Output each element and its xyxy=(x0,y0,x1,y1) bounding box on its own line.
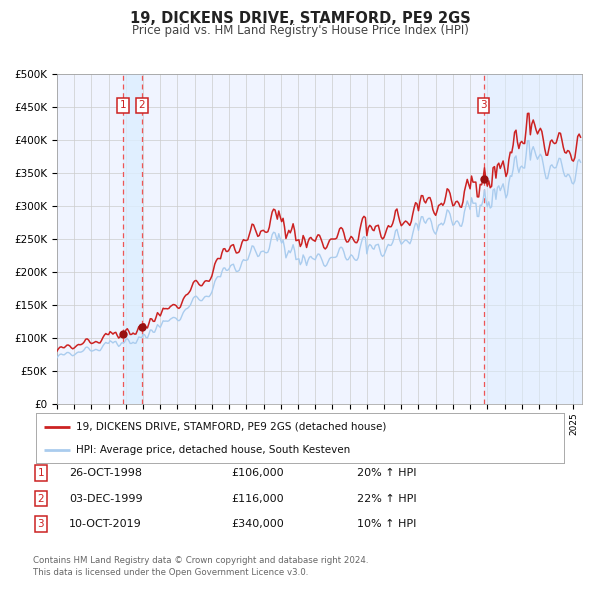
Text: HPI: Average price, detached house, South Kesteven: HPI: Average price, detached house, Sout… xyxy=(76,445,350,455)
Text: £340,000: £340,000 xyxy=(231,519,284,529)
Text: 20% ↑ HPI: 20% ↑ HPI xyxy=(357,468,416,478)
Text: 1: 1 xyxy=(119,100,126,110)
Text: 3: 3 xyxy=(37,519,44,529)
Text: £116,000: £116,000 xyxy=(231,494,284,503)
Text: 2: 2 xyxy=(37,494,44,503)
Text: £106,000: £106,000 xyxy=(231,468,284,478)
Text: 03-DEC-1999: 03-DEC-1999 xyxy=(69,494,143,503)
Bar xyxy=(484,74,582,404)
Text: This data is licensed under the Open Government Licence v3.0.: This data is licensed under the Open Gov… xyxy=(33,568,308,577)
Text: Contains HM Land Registry data © Crown copyright and database right 2024.: Contains HM Land Registry data © Crown c… xyxy=(33,556,368,565)
Text: 1: 1 xyxy=(37,468,44,478)
Text: 3: 3 xyxy=(480,100,487,110)
Text: 26-OCT-1998: 26-OCT-1998 xyxy=(69,468,142,478)
Text: 10-OCT-2019: 10-OCT-2019 xyxy=(69,519,142,529)
Text: 10% ↑ HPI: 10% ↑ HPI xyxy=(357,519,416,529)
Text: Price paid vs. HM Land Registry's House Price Index (HPI): Price paid vs. HM Land Registry's House … xyxy=(131,24,469,37)
Bar xyxy=(123,74,143,404)
Text: 22% ↑ HPI: 22% ↑ HPI xyxy=(357,494,416,503)
Text: 2: 2 xyxy=(139,100,145,110)
Text: 19, DICKENS DRIVE, STAMFORD, PE9 2GS: 19, DICKENS DRIVE, STAMFORD, PE9 2GS xyxy=(130,11,470,25)
Text: 19, DICKENS DRIVE, STAMFORD, PE9 2GS (detached house): 19, DICKENS DRIVE, STAMFORD, PE9 2GS (de… xyxy=(76,421,386,431)
